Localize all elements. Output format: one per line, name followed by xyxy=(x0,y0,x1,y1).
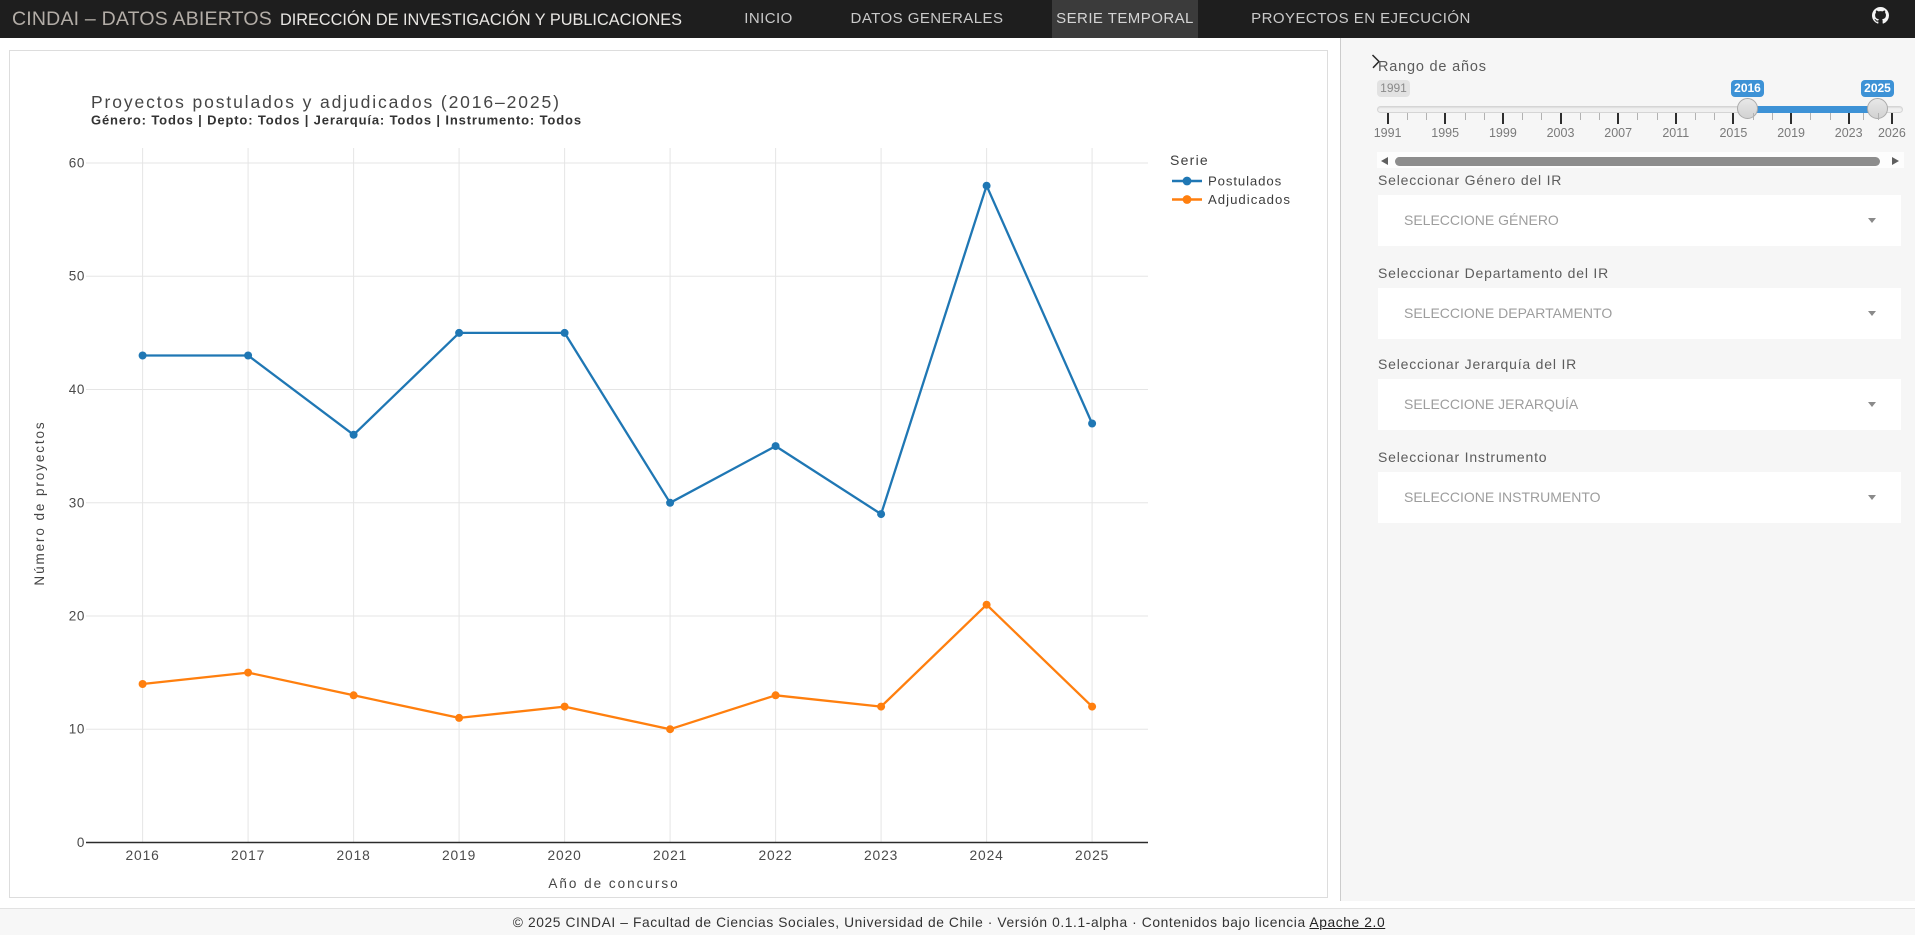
svg-text:2023: 2023 xyxy=(864,848,898,863)
svg-text:2017: 2017 xyxy=(231,848,265,863)
svg-text:Serie: Serie xyxy=(1170,152,1209,168)
svg-text:Proyectos postulados y adjudic: Proyectos postulados y adjudicados (2016… xyxy=(91,92,561,112)
svg-text:2019: 2019 xyxy=(442,848,476,863)
svg-text:50: 50 xyxy=(69,269,85,284)
svg-text:20: 20 xyxy=(69,609,85,624)
svg-text:10: 10 xyxy=(69,722,85,737)
svg-text:2018: 2018 xyxy=(336,848,370,863)
svg-text:Postulados: Postulados xyxy=(1208,174,1282,189)
svg-text:2016: 2016 xyxy=(125,848,159,863)
svg-text:40: 40 xyxy=(69,382,85,397)
svg-text:Año de concurso: Año de concurso xyxy=(548,876,679,891)
svg-text:2024: 2024 xyxy=(969,848,1003,863)
svg-text:Género: Todos | Depto: Todos |: Género: Todos | Depto: Todos | Jerarquía… xyxy=(91,113,582,128)
svg-text:0: 0 xyxy=(77,835,85,850)
svg-text:Adjudicados: Adjudicados xyxy=(1208,192,1291,207)
svg-text:2022: 2022 xyxy=(758,848,792,863)
svg-text:2021: 2021 xyxy=(653,848,687,863)
svg-text:2025: 2025 xyxy=(1075,848,1109,863)
svg-text:30: 30 xyxy=(69,495,85,510)
svg-text:Número de proyectos: Número de proyectos xyxy=(32,420,47,585)
svg-text:60: 60 xyxy=(69,156,85,171)
svg-text:2020: 2020 xyxy=(547,848,581,863)
